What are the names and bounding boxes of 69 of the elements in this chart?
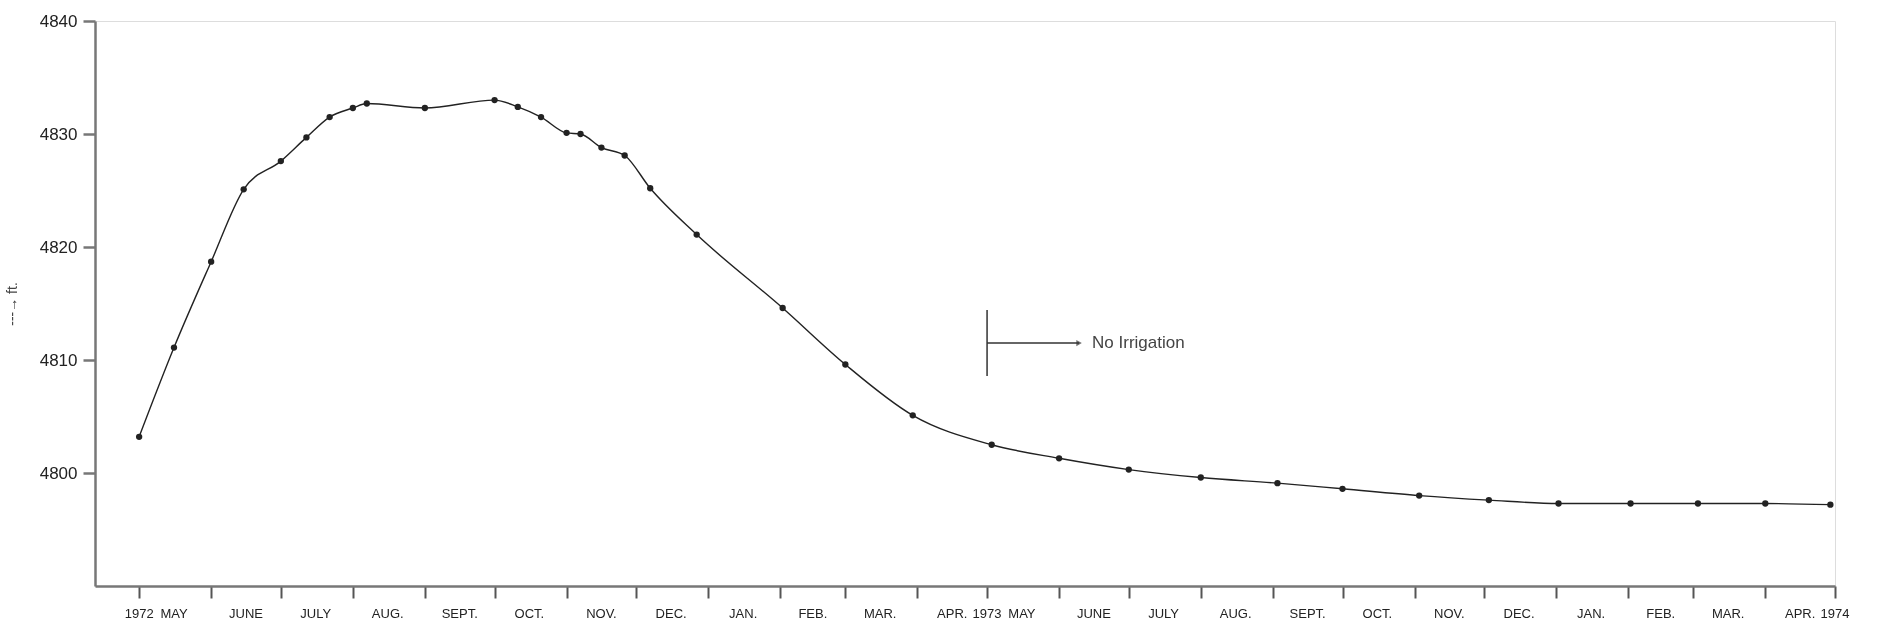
point [563, 129, 570, 137]
point [537, 113, 545, 121]
x-tick-label: 1974 [1820, 606, 1850, 621]
point [1339, 485, 1346, 492]
point [1485, 496, 1493, 504]
point [326, 113, 333, 121]
point [170, 344, 178, 351]
point [1416, 492, 1423, 499]
point [909, 412, 916, 419]
x-tick-label: NOV. [1434, 606, 1465, 621]
x-tick-label: DEC. [655, 606, 687, 621]
y-tick-label: 4830 [39, 124, 78, 144]
point [1197, 474, 1204, 481]
point [207, 258, 215, 265]
y-axis-title: ---→ ft. [3, 282, 20, 326]
point [349, 104, 357, 112]
point [988, 441, 995, 448]
x-tick-label: MAR. [1711, 606, 1745, 621]
ref-line-label: No Irrigation [1092, 333, 1185, 353]
x-tick-label: APR. [1784, 606, 1816, 621]
x-tick-label: JULY [300, 606, 332, 621]
point [1555, 500, 1562, 507]
point [1762, 500, 1769, 507]
point [491, 96, 498, 104]
point [363, 100, 370, 107]
x-tick-label: MAY [1008, 606, 1036, 621]
x-tick-label: JAN. [729, 606, 758, 621]
point [277, 157, 285, 165]
point [1125, 466, 1132, 473]
x-tick-label: JUNE [229, 606, 264, 621]
x-tick-label: AUG. [371, 606, 404, 621]
x-tick-label: NOV. [586, 606, 617, 621]
x-tick-label: FEB. [798, 606, 828, 621]
point [693, 231, 700, 238]
x-tick-label: MAY [160, 606, 188, 621]
x-tick-label: SEPT. [1289, 606, 1326, 621]
x-tick-label: AUG. [1219, 606, 1252, 621]
y-tick-label: 4820 [39, 237, 78, 257]
point [1274, 480, 1281, 487]
point [1627, 500, 1634, 507]
point [421, 104, 429, 112]
point [1694, 500, 1702, 507]
point [842, 361, 849, 368]
x-tick-label: MAR. [863, 606, 897, 621]
point [577, 130, 584, 138]
point [240, 186, 247, 193]
y-tick-label: 4800 [39, 463, 78, 483]
x-tick-label: APR. [937, 606, 968, 621]
point [598, 144, 605, 151]
point [1055, 455, 1063, 462]
point [1827, 501, 1834, 508]
point [135, 433, 143, 440]
x-tick-label: 1973 [972, 606, 1002, 621]
x-tick-label: DEC. [1503, 606, 1535, 621]
x-tick-label: OCT. [1362, 606, 1393, 621]
x-tick-label: JUNE [1076, 606, 1112, 621]
x-tick-label: JAN. [1576, 606, 1606, 621]
point [303, 134, 310, 141]
x-tick-label: JULY [1148, 606, 1180, 621]
point [647, 185, 654, 192]
y-tick-label: 4840 [39, 11, 78, 31]
y-tick-label: 4810 [39, 350, 78, 370]
point [514, 103, 521, 111]
point [779, 304, 786, 312]
x-tick-label: FEB. [1646, 606, 1676, 621]
x-tick-label: SEPT. [441, 606, 478, 621]
x-tick-label: 1972 [124, 606, 154, 621]
x-tick-label: OCT. [514, 606, 545, 621]
point [621, 152, 628, 159]
